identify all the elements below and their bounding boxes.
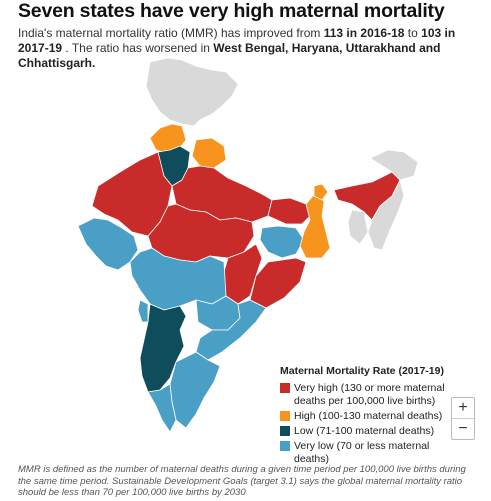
india-map[interactable] bbox=[0, 55, 491, 460]
zoom-out-button[interactable]: − bbox=[452, 418, 474, 439]
swatch-low bbox=[280, 426, 290, 436]
subtitle-text-2: to bbox=[404, 26, 422, 40]
subtitle-bold-3: West Bengal, Haryana, Uttarakhand and Ch… bbox=[18, 41, 441, 70]
region-bihar[interactable] bbox=[267, 197, 313, 225]
subtitle-text-1: India's maternal mortality ratio (MMR) h… bbox=[18, 26, 324, 40]
page-title: Seven states have very high maternal mor… bbox=[18, 0, 445, 22]
map-area[interactable]: Maternal Mortality Rate (2017-19) Very h… bbox=[0, 55, 491, 468]
legend-item-very-high: Very high (130 or more maternal deaths p… bbox=[280, 382, 450, 408]
region-sikkim[interactable] bbox=[313, 183, 329, 201]
legend-item-very-low: Very low (70 or less maternal deaths) bbox=[280, 440, 450, 466]
legend-item-low: Low (71-100 maternal deaths) bbox=[280, 425, 450, 438]
legend-label-very-low: Very low (70 or less maternal deaths) bbox=[294, 440, 430, 465]
region-jammu-kashmir[interactable] bbox=[145, 57, 239, 127]
legend-title: Maternal Mortality Rate (2017-19) bbox=[280, 365, 444, 377]
legend-item-high: High (100-130 maternal deaths) bbox=[280, 410, 450, 423]
legend-label-very-high: Very high (130 or more maternal deaths p… bbox=[294, 382, 445, 407]
subtitle: India's maternal mortality ratio (MMR) h… bbox=[18, 26, 480, 71]
footnote: MMR is defined as the number of maternal… bbox=[18, 464, 466, 498]
zoom-control: + − bbox=[451, 397, 475, 440]
region-uttarakhand[interactable] bbox=[191, 137, 227, 169]
region-northeast-states[interactable] bbox=[367, 179, 405, 251]
region-arunachal-pradesh[interactable] bbox=[369, 149, 419, 181]
region-tamil-nadu[interactable] bbox=[169, 351, 221, 429]
subtitle-text-3: . The ratio has worsened in bbox=[62, 41, 214, 55]
region-karnataka[interactable] bbox=[139, 303, 187, 393]
legend-label-low: Low (71-100 maternal deaths) bbox=[294, 425, 435, 437]
subtitle-bold-1: 113 in 2016-18 bbox=[323, 26, 405, 40]
swatch-very-high bbox=[280, 383, 290, 393]
region-jharkhand[interactable] bbox=[259, 225, 305, 259]
region-gujarat[interactable] bbox=[77, 217, 139, 271]
subtitle-bold-2: 103 in 2017-19 bbox=[18, 26, 456, 55]
swatch-very-low bbox=[280, 441, 290, 451]
region-west-bengal[interactable] bbox=[299, 189, 331, 259]
region-goa[interactable] bbox=[137, 299, 149, 323]
zoom-in-button[interactable]: + bbox=[458, 399, 468, 416]
swatch-high bbox=[280, 411, 290, 421]
region-kerala[interactable] bbox=[147, 383, 177, 433]
legend-label-high: High (100-130 maternal deaths) bbox=[294, 410, 443, 422]
region-tripura[interactable] bbox=[347, 209, 369, 245]
map-legend: Maternal Mortality Rate (2017-19) Very h… bbox=[280, 365, 450, 468]
